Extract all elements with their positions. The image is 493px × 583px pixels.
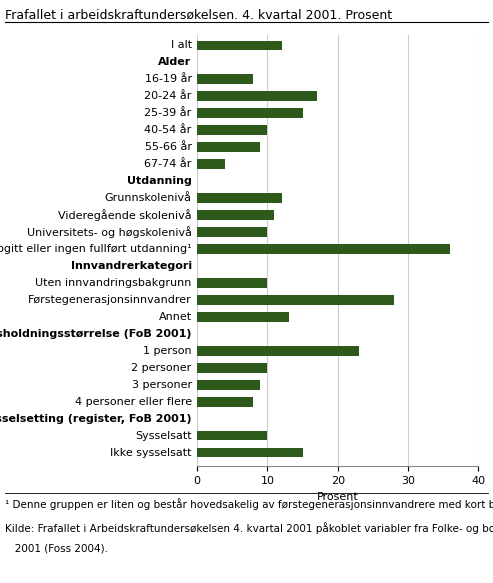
Bar <box>197 346 359 356</box>
Bar <box>197 227 267 237</box>
Text: Husholdningsstørrelse (FoB 2001): Husholdningsstørrelse (FoB 2001) <box>0 329 192 339</box>
Text: Grunnskolenivå: Grunnskolenivå <box>105 193 192 203</box>
Text: Frafallet i arbeidskraftundersøkelsen. 4. kvartal 2001. Prosent: Frafallet i arbeidskraftundersøkelsen. 4… <box>5 9 392 22</box>
Text: 4 personer eller flere: 4 personer eller flere <box>74 397 192 407</box>
Bar <box>197 312 288 322</box>
X-axis label: Prosent: Prosent <box>317 491 358 502</box>
Bar <box>197 210 275 220</box>
Text: Sysselsatt: Sysselsatt <box>135 431 192 441</box>
Bar <box>197 125 267 135</box>
Text: 20-24 år: 20-24 år <box>144 91 192 101</box>
Text: 2001 (Foss 2004).: 2001 (Foss 2004). <box>5 543 108 553</box>
Bar <box>197 142 260 152</box>
Text: 67-74 år: 67-74 år <box>144 159 192 169</box>
Bar <box>197 75 253 84</box>
Text: Annet: Annet <box>159 312 192 322</box>
Bar <box>197 363 267 373</box>
Text: 16-19 år: 16-19 år <box>144 74 192 84</box>
Text: I alt: I alt <box>171 40 192 50</box>
Bar <box>197 108 303 118</box>
Text: Alder: Alder <box>158 57 192 67</box>
Text: Ikke sysselsatt: Ikke sysselsatt <box>110 448 192 458</box>
Bar <box>197 431 267 441</box>
Text: 55-66 år: 55-66 år <box>144 142 192 152</box>
Bar <box>197 40 282 50</box>
Bar <box>197 244 450 254</box>
Text: Sysselsetting (register, FoB 2001): Sysselsetting (register, FoB 2001) <box>0 414 192 424</box>
Bar <box>197 295 394 305</box>
Text: Kilde: Frafallet i Arbeidskraftundersøkelsen 4. kvartal 2001 påkoblet variabler : Kilde: Frafallet i Arbeidskraftundersøke… <box>5 522 493 533</box>
Text: Universitets- og høgskolenivå: Universitets- og høgskolenivå <box>27 226 192 238</box>
Bar <box>197 397 253 406</box>
Bar <box>197 448 303 458</box>
Text: Førstegenerasjonsinnvandrer: Førstegenerasjonsinnvandrer <box>28 295 192 305</box>
Text: 40-54 år: 40-54 år <box>144 125 192 135</box>
Text: Videregående skolenivå: Videregående skolenivå <box>58 209 192 221</box>
Text: Utdanning: Utdanning <box>127 176 192 186</box>
Text: 3 personer: 3 personer <box>132 380 192 390</box>
Text: 2 personer: 2 personer <box>132 363 192 373</box>
Bar <box>197 194 282 203</box>
Text: 25-39 år: 25-39 år <box>144 108 192 118</box>
Bar <box>197 159 225 168</box>
Text: Innvandrerkategori: Innvandrerkategori <box>70 261 192 271</box>
Text: Uoppgitt eller ingen fullført utdanning¹: Uoppgitt eller ingen fullført utdanning¹ <box>0 244 192 254</box>
Bar <box>197 278 267 287</box>
Text: ¹ Denne gruppen er liten og består hovedsakelig av førstegenerasjonsinnvandrere : ¹ Denne gruppen er liten og består hoved… <box>5 498 493 510</box>
Text: Uten innvandringsbakgrunn: Uten innvandringsbakgrunn <box>35 278 192 288</box>
Bar <box>197 92 317 101</box>
Bar <box>197 380 260 389</box>
Text: 1 person: 1 person <box>143 346 192 356</box>
